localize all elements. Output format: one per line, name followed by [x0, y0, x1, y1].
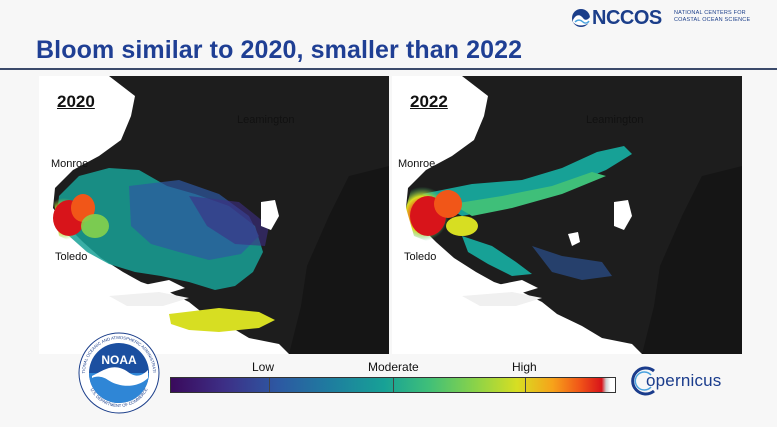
slide-title: Bloom similar to 2020, smaller than 2022 [36, 36, 523, 64]
nccos-wave-icon [572, 9, 590, 27]
place-leamington: Leamington [237, 114, 295, 126]
copernicus-wordmark: opernicus [646, 371, 722, 390]
noaa-logo-text: NOAA [101, 353, 137, 367]
colorbar-tick [269, 378, 270, 392]
year-label-2020: 2020 [57, 92, 95, 111]
place-monroe: Monroe [51, 158, 89, 170]
year-label-2022: 2022 [410, 92, 448, 111]
nccos-logo: NCCOS NATIONAL CENTERS FOR COASTAL OCEAN… [570, 7, 770, 29]
place-toledo: Toledo [404, 251, 437, 263]
place-monroe: Monroe [398, 158, 436, 170]
lake-erie-map-2020 [39, 76, 389, 354]
nccos-tagline: NATIONAL CENTERS FOR COASTAL OCEAN SCIEN… [674, 10, 751, 23]
copernicus-c-icon [631, 366, 655, 396]
bloom-intensity-colorbar [170, 377, 616, 393]
nccos-wordmark: NCCOS [592, 7, 662, 29]
title-divider [0, 68, 777, 70]
place-toledo: Toledo [55, 251, 88, 263]
bloom-map-2022: 2022 Leamington Monroe Toledo [392, 76, 742, 354]
copernicus-logo: opernicus [630, 365, 750, 399]
legend-low-label: Low [252, 360, 275, 374]
lake-erie-map-2022 [392, 76, 742, 354]
legend-moderate-label: Moderate [368, 360, 419, 374]
place-leamington: Leamington [586, 114, 644, 126]
colorbar-tick [525, 378, 526, 392]
colorbar-tick [393, 378, 394, 392]
bloom-map-2020: 2020 Leamington Monroe Toledo [39, 76, 389, 354]
legend-high-label: High [512, 360, 537, 374]
noaa-logo: NOAA NATIONAL OCEANIC AND ATMOSPHERIC AD… [78, 332, 160, 414]
